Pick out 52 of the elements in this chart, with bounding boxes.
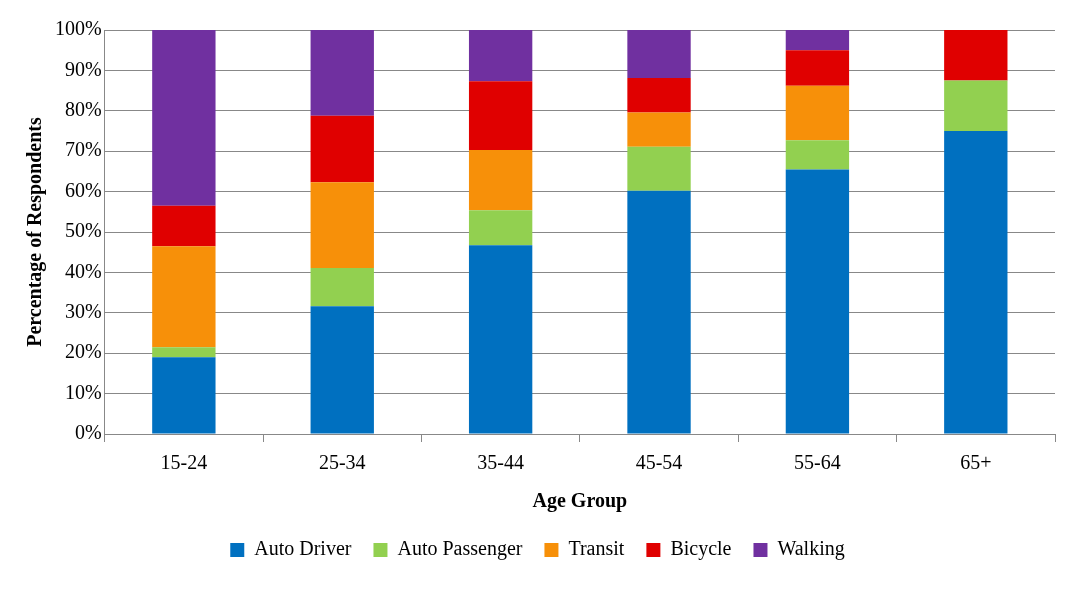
y-tick-label: 90% bbox=[64, 57, 102, 80]
bar bbox=[152, 30, 216, 206]
bar bbox=[468, 81, 533, 150]
bar bbox=[944, 131, 1008, 434]
x-tick-label: 25-34 bbox=[318, 451, 366, 474]
bar bbox=[627, 146, 691, 191]
bar bbox=[785, 50, 850, 86]
bar bbox=[152, 246, 216, 348]
y-tick-label: 20% bbox=[64, 340, 102, 363]
legend-label: Auto Driver bbox=[254, 537, 352, 560]
bar bbox=[468, 30, 533, 82]
bar bbox=[627, 30, 691, 79]
legend-label: Walking bbox=[777, 537, 845, 561]
legend-label: Auto Passenger bbox=[397, 537, 523, 561]
x-tick-label: 65+ bbox=[960, 451, 992, 474]
bar bbox=[152, 205, 216, 247]
bar bbox=[627, 78, 691, 113]
bar bbox=[468, 245, 533, 434]
bar bbox=[944, 30, 1008, 81]
bar bbox=[310, 267, 374, 307]
x-tick-label: 55-64 bbox=[794, 451, 841, 474]
bar bbox=[627, 112, 691, 147]
y-tick-label: 50% bbox=[64, 219, 102, 242]
bar bbox=[310, 306, 374, 434]
y-axis-title: Percentage of Respondents bbox=[23, 116, 47, 347]
x-tick-label: 35-44 bbox=[477, 451, 524, 474]
y-tick-label: 40% bbox=[64, 259, 102, 282]
x-axis-title: Age Group bbox=[532, 489, 628, 513]
y-tick-label: 60% bbox=[64, 178, 102, 201]
legend-label: Transit bbox=[568, 537, 625, 560]
bar bbox=[627, 190, 691, 434]
bar bbox=[310, 115, 374, 183]
y-tick-label: 70% bbox=[64, 138, 102, 161]
y-tick-label: 0% bbox=[74, 421, 102, 444]
x-tick-label: 45-54 bbox=[635, 451, 683, 474]
y-tick-label: 10% bbox=[64, 380, 102, 403]
bar bbox=[152, 357, 216, 434]
bar bbox=[468, 149, 533, 211]
bar bbox=[310, 30, 374, 116]
bar bbox=[944, 80, 1008, 131]
bar bbox=[785, 140, 850, 170]
y-tick-label: 100% bbox=[54, 17, 102, 40]
x-tick-label: 15-24 bbox=[160, 451, 208, 474]
y-tick-label: 30% bbox=[64, 300, 102, 323]
bar bbox=[310, 182, 374, 268]
bar bbox=[468, 210, 533, 246]
bar bbox=[785, 169, 850, 434]
bar bbox=[152, 347, 216, 358]
bar bbox=[785, 30, 850, 51]
bar bbox=[785, 85, 850, 141]
y-tick-label: 80% bbox=[64, 98, 102, 121]
legend-label: Bicycle bbox=[670, 537, 732, 561]
